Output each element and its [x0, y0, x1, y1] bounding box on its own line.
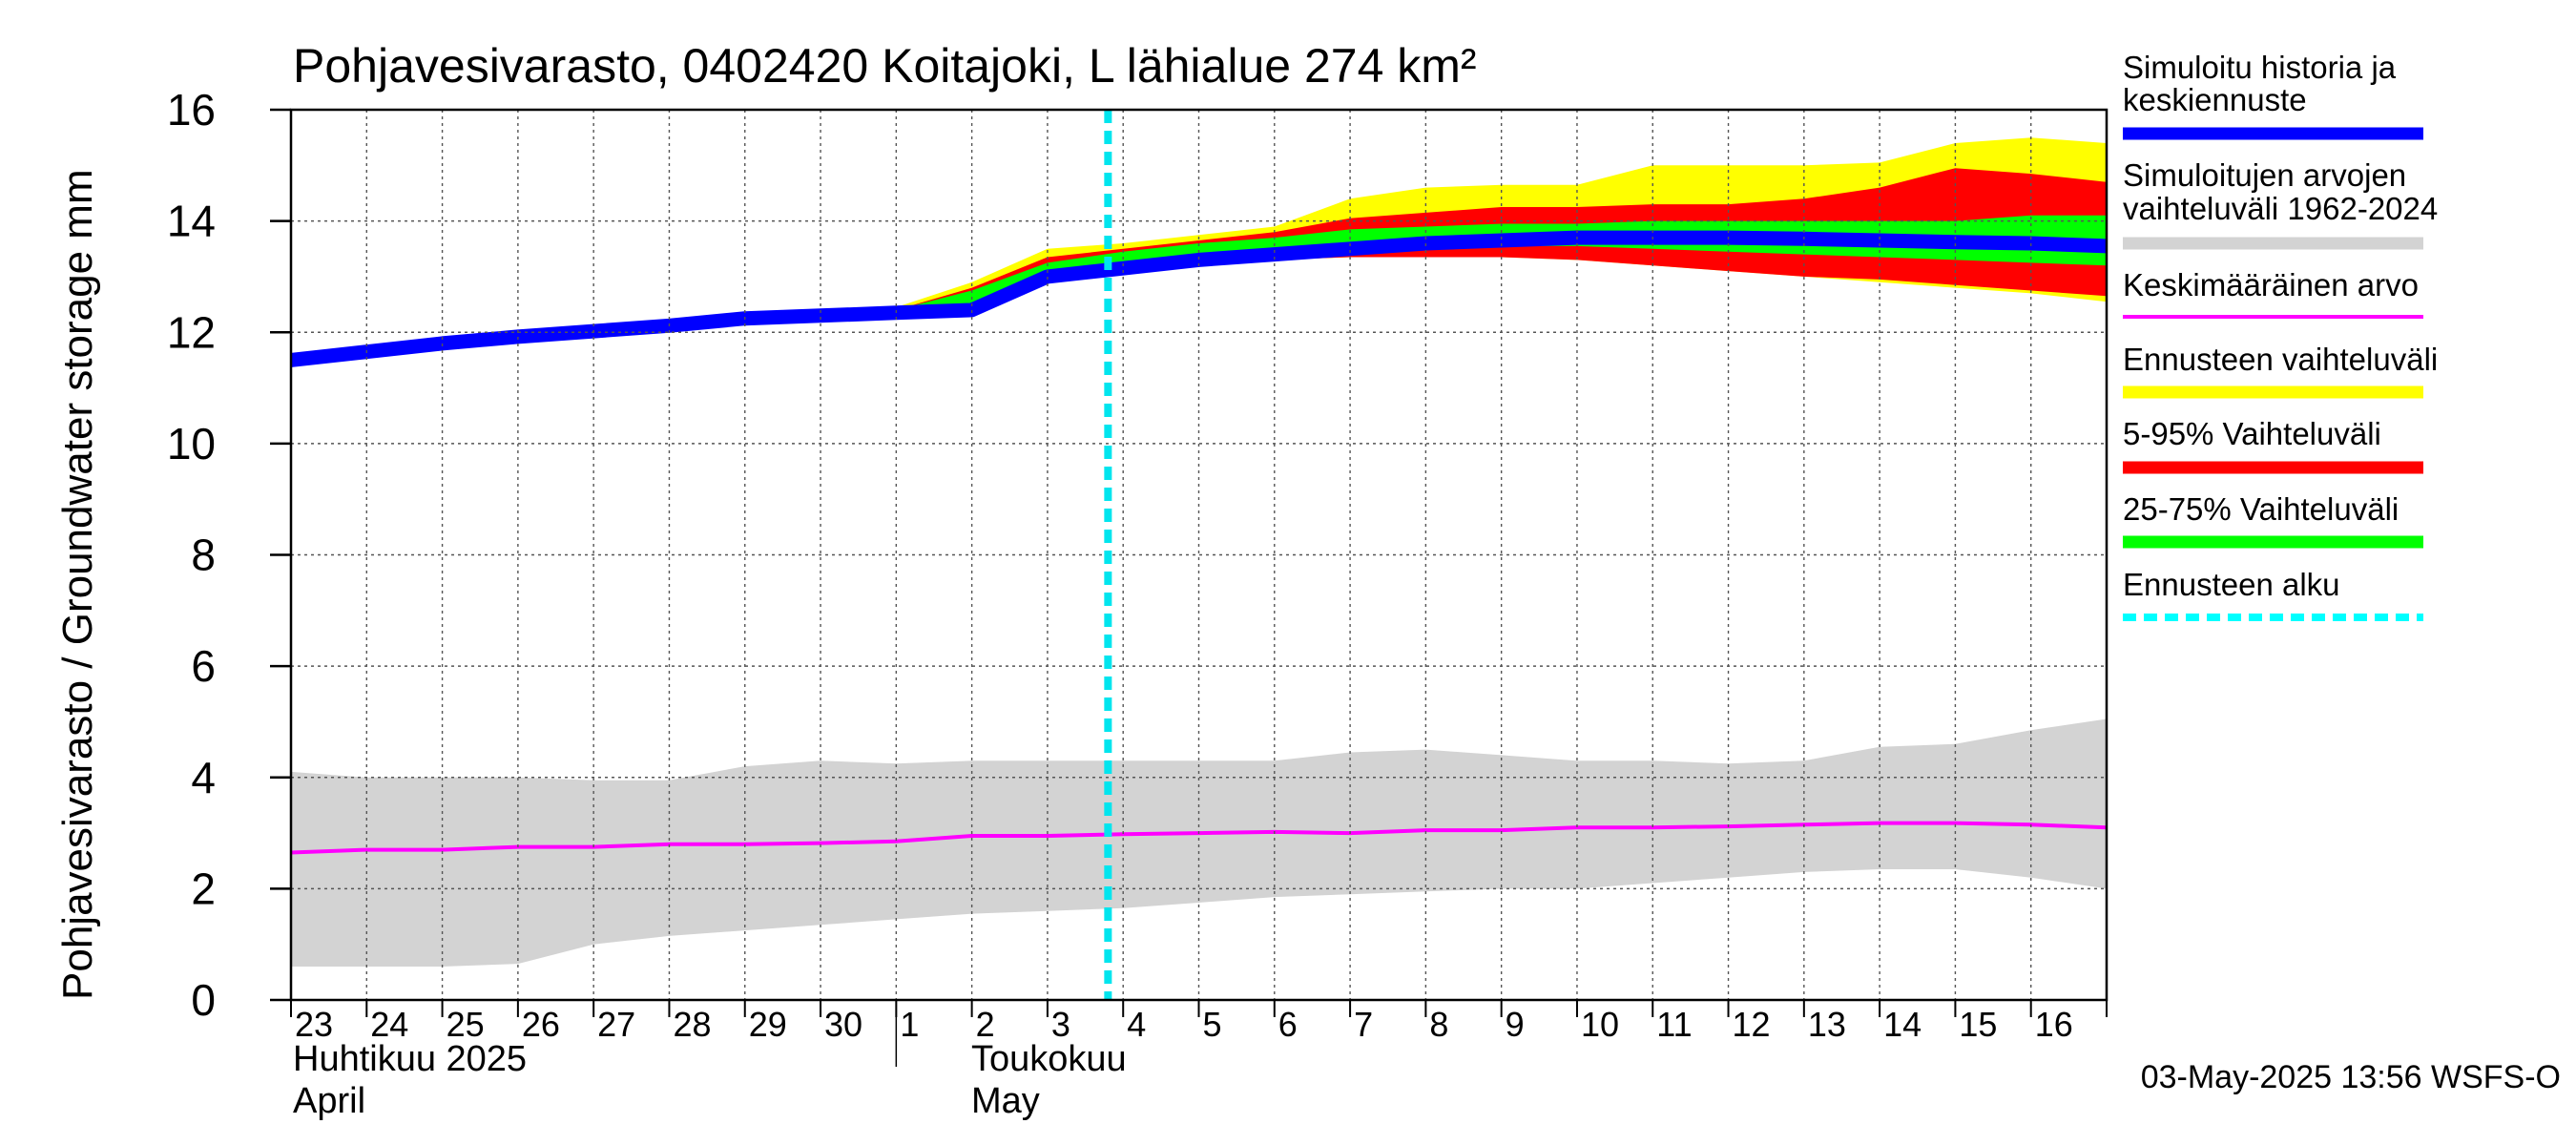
x-tick-label: 6 — [1278, 1005, 1298, 1044]
x-tick-label: 5 — [1203, 1005, 1222, 1044]
legend-label: 5-95% Vaihteluväli — [2123, 416, 2381, 451]
x-tick-label: 11 — [1656, 1005, 1692, 1044]
y-tick-label: 4 — [191, 753, 216, 802]
y-tick-label: 10 — [167, 419, 216, 468]
legend-label: Ennusteen vaihteluväli — [2123, 342, 2438, 377]
legend-item: Keskimääräinen arvo — [2123, 267, 2423, 319]
legend-item: Ennusteen vaihteluväli — [2123, 342, 2438, 399]
x-tick-label: 7 — [1354, 1005, 1373, 1044]
legend: Simuloitu historia jakeskiennusteSimuloi… — [2123, 50, 2438, 621]
legend-item: 25-75% Vaihteluväli — [2123, 491, 2423, 549]
x-tick-label: 24 — [370, 1005, 408, 1044]
chart-title: Pohjavesivarasto, 0402420 Koitajoki, L l… — [293, 39, 1477, 93]
legend-item: Ennusteen alku — [2123, 567, 2423, 621]
y-tick-label: 14 — [167, 197, 216, 246]
grid — [291, 110, 2107, 1000]
x-tick-label: 10 — [1581, 1005, 1619, 1044]
month-label-april-fi: Huhtikuu 2025 — [293, 1039, 527, 1079]
month-label-may-en: May — [971, 1081, 1040, 1121]
x-tick-label: 25 — [447, 1005, 485, 1044]
legend-label: keskiennuste — [2123, 82, 2307, 117]
x-tick-label: 9 — [1506, 1005, 1525, 1044]
x-tick-label: 15 — [1959, 1005, 1997, 1044]
legend-label: Ennusteen alku — [2123, 567, 2340, 602]
x-tick-label: 30 — [824, 1005, 862, 1044]
month-label-may-fi: Toukokuu — [971, 1039, 1127, 1079]
x-tick-label: 23 — [295, 1005, 333, 1044]
x-tick-label: 29 — [749, 1005, 787, 1044]
y-tick-label: 6 — [191, 641, 216, 691]
x-tick-label: 28 — [673, 1005, 711, 1044]
timestamp-footer: 03-May-2025 13:56 WSFS-O — [2141, 1059, 2561, 1095]
x-tick-label: 8 — [1429, 1005, 1448, 1044]
y-tick-label: 16 — [167, 85, 216, 135]
x-tick-label: 1 — [900, 1005, 919, 1044]
legend-label: Simuloitu historia ja — [2123, 50, 2397, 85]
x-tick-label: 13 — [1808, 1005, 1846, 1044]
legend-item: 5-95% Vaihteluväli — [2123, 416, 2423, 474]
legend-label: vaihteluväli 1962-2024 — [2123, 191, 2438, 226]
x-tick-label: 3 — [1051, 1005, 1070, 1044]
month-label-april-en: April — [293, 1081, 365, 1121]
y-tick-label: 2 — [191, 864, 216, 913]
y-tick-label: 0 — [191, 975, 216, 1025]
x-tick-label: 14 — [1883, 1005, 1922, 1044]
legend-label: Keskimääräinen arvo — [2123, 267, 2419, 302]
legend-label: 25-75% Vaihteluväli — [2123, 491, 2399, 527]
legend-label: Simuloitujen arvojen — [2123, 157, 2406, 193]
x-tick-label: 12 — [1733, 1005, 1771, 1044]
x-tick-label: 27 — [597, 1005, 635, 1044]
y-tick-label: 8 — [191, 531, 216, 580]
y-tick-label: 12 — [167, 307, 216, 357]
x-tick-label: 26 — [522, 1005, 560, 1044]
x-tick-label: 16 — [2035, 1005, 2073, 1044]
historical-range-band — [291, 718, 2107, 967]
x-tick-label: 2 — [976, 1005, 995, 1044]
x-tick-label: 4 — [1127, 1005, 1146, 1044]
y-axis-label: Pohjavesivarasto / Groundwater storage m… — [54, 169, 101, 1000]
